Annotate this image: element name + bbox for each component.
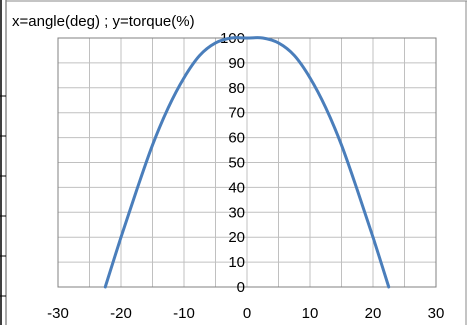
y-tick-label: 40 <box>228 179 245 196</box>
row-marks <box>0 95 6 297</box>
grid <box>57 37 437 288</box>
y-tick-label: 70 <box>228 105 245 122</box>
y-tick-label: 50 <box>228 155 245 172</box>
chart-title: x=angle(deg) ; y=torque(%) <box>12 13 195 30</box>
y-tick-label: 10 <box>228 254 245 271</box>
series-line <box>103 36 391 289</box>
y-tick-label: 20 <box>228 229 245 246</box>
x-tick-label: -10 <box>173 305 195 322</box>
x-tick-label: -20 <box>110 305 132 322</box>
x-tick-label: 30 <box>428 305 445 322</box>
y-tick-label: 80 <box>228 80 245 97</box>
x-tick-label: 10 <box>302 305 319 322</box>
x-tick-label: 20 <box>365 305 382 322</box>
y-tick-label: 30 <box>228 204 245 221</box>
x-tick-labels: -30 -20 -10 0 10 20 30 <box>47 305 444 322</box>
x-tick-label: 0 <box>243 305 251 322</box>
series-layer <box>103 36 391 289</box>
x-tick-label: -30 <box>47 305 69 322</box>
y-tick-label: 60 <box>228 130 245 147</box>
y-tick-label: 90 <box>228 55 245 72</box>
y-tick-label: 0 <box>237 279 245 296</box>
